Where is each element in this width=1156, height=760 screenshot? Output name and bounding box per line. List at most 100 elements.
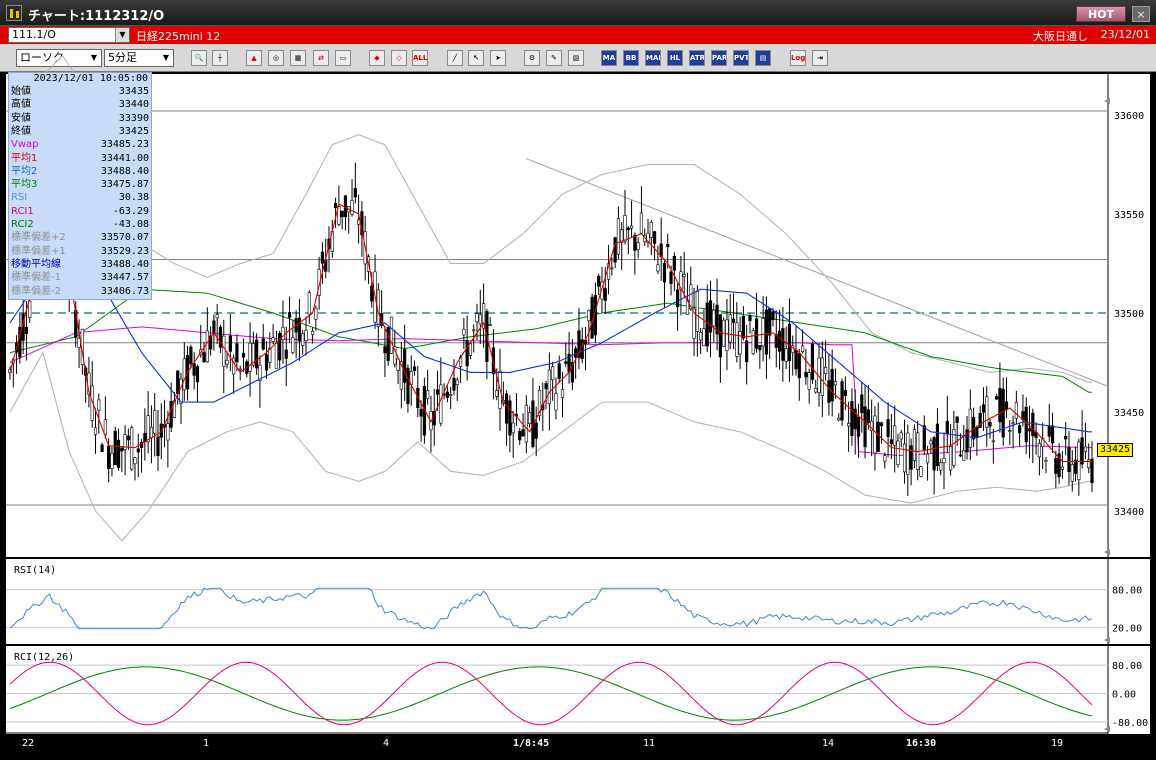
candle-body: [495, 390, 499, 397]
chart-canvas[interactable]: 33400 33450 33500 33550 33600 80.00 20.00 RSI(1…: [6, 54, 1150, 758]
candle-body: [955, 416, 959, 423]
candle-body: [735, 322, 739, 357]
tool-a-icon[interactable]: ▲: [246, 50, 262, 66]
candle-body: [126, 435, 130, 441]
candle-body: [669, 271, 673, 284]
candle-body: [978, 413, 982, 428]
candle-body: [656, 264, 660, 272]
candle-body: [103, 419, 107, 436]
tool-d-icon[interactable]: ⇄: [313, 50, 329, 66]
interval-select[interactable]: 5分足 ▼: [104, 49, 174, 67]
data-panel-value: -43.08: [112, 219, 149, 230]
candle-body: [768, 308, 772, 336]
time-tick-label: 22: [22, 738, 34, 749]
data-panel-row: 標準偏差+1 33529.23: [11, 245, 149, 258]
candle-body: [248, 342, 252, 372]
candle-body: [1004, 401, 1009, 410]
pvt-button[interactable]: PVT: [733, 50, 749, 66]
data-panel-row: Vwap 33485.23: [11, 138, 149, 151]
data-panel-row: 平均3 33475.87: [11, 178, 149, 191]
candle-body: [1077, 441, 1081, 480]
candle-body: [929, 440, 933, 445]
chart-type-select[interactable]: ローソク ▼: [16, 49, 102, 67]
zoom-icon[interactable]: 🔍: [191, 50, 207, 66]
tool-c-icon[interactable]: ▦: [290, 50, 306, 66]
candle-body: [176, 370, 180, 395]
candle-body: [465, 340, 469, 367]
para-button[interactable]: PARA: [711, 50, 727, 66]
log-button[interactable]: Log: [790, 50, 806, 66]
symbol-select[interactable]: 111.1/O ▼: [8, 27, 130, 43]
candle-body: [97, 399, 101, 411]
candle-body: [682, 274, 686, 277]
ma-button[interactable]: MA: [601, 50, 617, 66]
arrow-icon[interactable]: ➤: [490, 50, 506, 66]
candle-body: [564, 361, 568, 364]
close-button[interactable]: ×: [1132, 6, 1150, 22]
data-panel-label: 高値: [11, 99, 31, 111]
candle-body: [304, 330, 308, 342]
wrench-icon[interactable]: ✎: [546, 50, 562, 66]
candle-body: [524, 404, 528, 443]
candle-body: [301, 333, 305, 346]
data-panel-label: 平均2: [11, 165, 38, 177]
candle-body: [804, 371, 808, 378]
more-button[interactable]: ▤: [755, 50, 771, 66]
candle-body: [873, 415, 877, 454]
candle-in-icon[interactable]: ◆: [369, 50, 385, 66]
candle-body: [307, 292, 311, 315]
candle-body: [1067, 447, 1071, 473]
candle-body: [748, 315, 752, 322]
candle-body: [906, 432, 910, 475]
all-button[interactable]: ALL: [412, 50, 428, 66]
candle-body: [468, 343, 473, 356]
candle-body: [623, 215, 627, 242]
data-panel-row: 標準偏差+2 33570.07: [11, 231, 149, 244]
chart-app-icon: [6, 5, 22, 21]
candle-body: [488, 324, 492, 326]
candle-body: [570, 362, 574, 383]
palette-icon[interactable]: ▨: [568, 50, 584, 66]
crosshair-icon[interactable]: ┼: [212, 50, 228, 66]
candle-body: [107, 445, 111, 470]
candle-body: [952, 429, 956, 466]
window-title: チャート:1112312/O: [28, 9, 165, 24]
candle-body: [616, 218, 621, 255]
candle-body: [258, 364, 262, 381]
candle-body: [985, 396, 989, 428]
candle-body: [1047, 425, 1051, 437]
candle-out-icon[interactable]: ◇: [391, 50, 407, 66]
chevron-down-icon[interactable]: ▼: [162, 53, 170, 62]
tool-b-icon[interactable]: ◎: [268, 50, 284, 66]
data-panel-row: 標準偏差-1 33447.57: [11, 271, 149, 284]
mae-button[interactable]: MAE: [645, 50, 661, 66]
pointer-icon[interactable]: ↖: [468, 50, 484, 66]
data-panel-row: 高値 33440: [11, 98, 149, 111]
toolbar: ローソク ▼ 5分足 ▼ 🔍 ┼ ▲ ◎ ▦ ⇄ ▭ ◆ ◇ ALL ╱ ↖ ➤…: [0, 44, 1156, 72]
candle-body: [962, 450, 966, 461]
data-panel-value: 33475.87: [100, 179, 149, 191]
candle-body: [1054, 458, 1058, 474]
candle-body: [481, 303, 486, 329]
candle-body: [534, 422, 538, 439]
chart-area[interactable]: 33400 33450 33500 33550 33600 80.00 20.00 RSI(1…: [6, 54, 1150, 749]
atr-button[interactable]: ATR: [689, 50, 705, 66]
draw-line-icon[interactable]: ╱: [447, 50, 463, 66]
candle-body: [343, 195, 348, 217]
candle-body: [205, 330, 209, 363]
time-tick-label: 19: [1051, 738, 1063, 749]
candle-body: [981, 404, 986, 413]
tool-e-icon[interactable]: ▭: [335, 50, 351, 66]
bb-button[interactable]: BB: [623, 50, 639, 66]
chevron-down-icon[interactable]: ▼: [90, 53, 98, 62]
gear-icon[interactable]: ⚙: [524, 50, 540, 66]
export-icon[interactable]: ⇥: [812, 50, 828, 66]
candle-body: [620, 229, 624, 243]
hot-button[interactable]: HOT: [1076, 6, 1126, 22]
candle-body: [393, 346, 397, 365]
chevron-down-icon[interactable]: ▼: [115, 28, 129, 42]
candle-body: [297, 317, 302, 342]
candle-body: [113, 430, 117, 466]
candle-body: [462, 328, 466, 336]
hl-button[interactable]: HL: [667, 50, 683, 66]
